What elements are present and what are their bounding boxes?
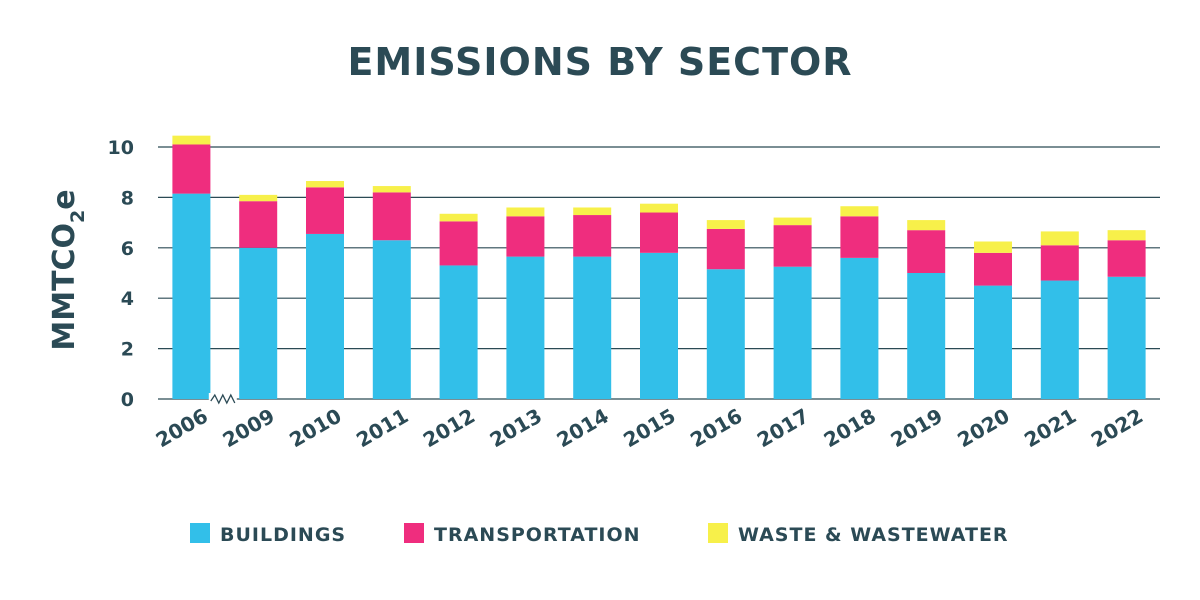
legend-swatch	[404, 523, 424, 543]
x-tick-label: 2017	[753, 404, 813, 453]
bar-segment-transportation-2006	[172, 144, 211, 194]
bar-segment-transportation-2014	[573, 215, 612, 257]
bars	[172, 135, 1146, 399]
y-tick-labels: 0 2 4 6 8 10	[108, 137, 134, 411]
y-tick-label: 4	[121, 288, 134, 310]
bar-segment-waste-wastewater-2021	[1040, 231, 1079, 246]
bar-segment-buildings-2014	[573, 256, 612, 399]
bar-segment-buildings-2020	[974, 285, 1012, 399]
y-tick-label: 6	[121, 238, 134, 260]
legend: BUILDINGS TRANSPORTATION WASTE & WASTEWATE…	[190, 523, 1009, 546]
bar-segment-transportation-2009	[239, 201, 278, 248]
y-tick-label: 2	[121, 339, 134, 361]
bar-segment-buildings-2010	[306, 233, 344, 399]
legend-swatch	[190, 523, 210, 543]
bar-segment-buildings-2019	[907, 273, 946, 399]
bar-segment-transportation-2019	[907, 230, 946, 273]
bar-segment-buildings-2018	[840, 257, 879, 399]
x-tick-label: 2010	[285, 404, 345, 453]
legend-label: TRANSPORTATION	[434, 524, 641, 546]
axis-break-squiggle	[210, 393, 236, 405]
x-tick-label: 2021	[1020, 404, 1080, 453]
bar-segment-buildings-2016	[706, 269, 745, 399]
x-tick-label: 2011	[352, 404, 412, 453]
y-axis-label-tail: e	[47, 189, 82, 209]
bar-segment-waste-wastewater-2020	[974, 241, 1012, 253]
y-axis-label: MMTCO2e	[47, 189, 89, 350]
y-tick-label: 10	[108, 137, 134, 159]
bar-segment-transportation-2010	[306, 187, 344, 234]
x-tick-label: 2016	[686, 404, 746, 453]
x-tick-label: 2022	[1087, 404, 1147, 453]
bar-segment-waste-wastewater-2013	[506, 207, 545, 217]
y-tick-label: 8	[121, 187, 134, 209]
bar-segment-waste-wastewater-2017	[773, 217, 812, 226]
bar-segment-transportation-2011	[372, 192, 411, 241]
bar-segment-buildings-2012	[439, 265, 478, 399]
bar-segment-buildings-2017	[773, 266, 812, 399]
legend-swatch	[708, 523, 728, 543]
bar-segment-transportation-2013	[506, 216, 545, 257]
bar-segment-transportation-2021	[1040, 245, 1079, 281]
x-tick-label: 2009	[218, 404, 278, 453]
x-tick-label: 2015	[619, 404, 679, 453]
x-tick-label: 2006	[152, 404, 212, 453]
bar-segment-waste-wastewater-2018	[840, 206, 879, 217]
bar-segment-buildings-2022	[1107, 276, 1146, 399]
bar-segment-waste-wastewater-2010	[306, 181, 344, 188]
bar-segment-waste-wastewater-2011	[372, 186, 411, 193]
x-tick-labels: 2006 2009 2010 2011 2012 2013 2014 2015 2016 2017…	[152, 404, 1147, 453]
bar-segment-waste-wastewater-2009	[239, 194, 278, 202]
x-tick-label: 2012	[419, 404, 479, 453]
bar-segment-buildings-2006	[172, 193, 211, 399]
bar-segment-waste-wastewater-2019	[907, 220, 946, 231]
y-axis-label-main: MMTCO	[47, 223, 82, 351]
x-tick-label: 2014	[552, 404, 612, 453]
y-tick-label: 0	[121, 389, 134, 411]
bar-segment-buildings-2013	[506, 256, 545, 399]
chart-title: EMISSIONS BY SECTOR	[347, 40, 852, 84]
bar-segment-transportation-2022	[1107, 240, 1146, 277]
bar-segment-transportation-2016	[706, 228, 745, 270]
bar-segment-transportation-2018	[840, 216, 879, 258]
bar-segment-buildings-2015	[640, 252, 678, 399]
bar-segment-transportation-2015	[640, 212, 678, 253]
legend-label: WASTE & WASTEWATER	[738, 524, 1009, 546]
x-tick-label: 2019	[886, 404, 946, 453]
y-axis-label-subscript: 2	[67, 210, 89, 223]
x-tick-label: 2013	[486, 404, 546, 453]
bar-segment-waste-wastewater-2014	[573, 207, 612, 216]
x-tick-label: 2020	[953, 404, 1013, 453]
bar-segment-waste-wastewater-2015	[640, 203, 678, 213]
bar-segment-buildings-2021	[1040, 280, 1079, 399]
bar-segment-transportation-2012	[439, 221, 478, 266]
bar-segment-waste-wastewater-2016	[706, 220, 745, 229]
legend-label: BUILDINGS	[220, 524, 346, 546]
bar-segment-waste-wastewater-2012	[439, 213, 478, 222]
bar-segment-buildings-2009	[239, 247, 278, 399]
x-tick-label: 2018	[820, 404, 880, 453]
bar-segment-transportation-2020	[974, 252, 1012, 286]
bar-segment-buildings-2011	[372, 240, 411, 399]
axis-break-mark	[208, 393, 237, 405]
bar-segment-waste-wastewater-2022	[1107, 230, 1146, 241]
bar-segment-transportation-2017	[773, 225, 812, 267]
svg-text:MMTCO2e: MMTCO2e	[47, 189, 89, 350]
bar-segment-waste-wastewater-2006	[172, 135, 211, 145]
